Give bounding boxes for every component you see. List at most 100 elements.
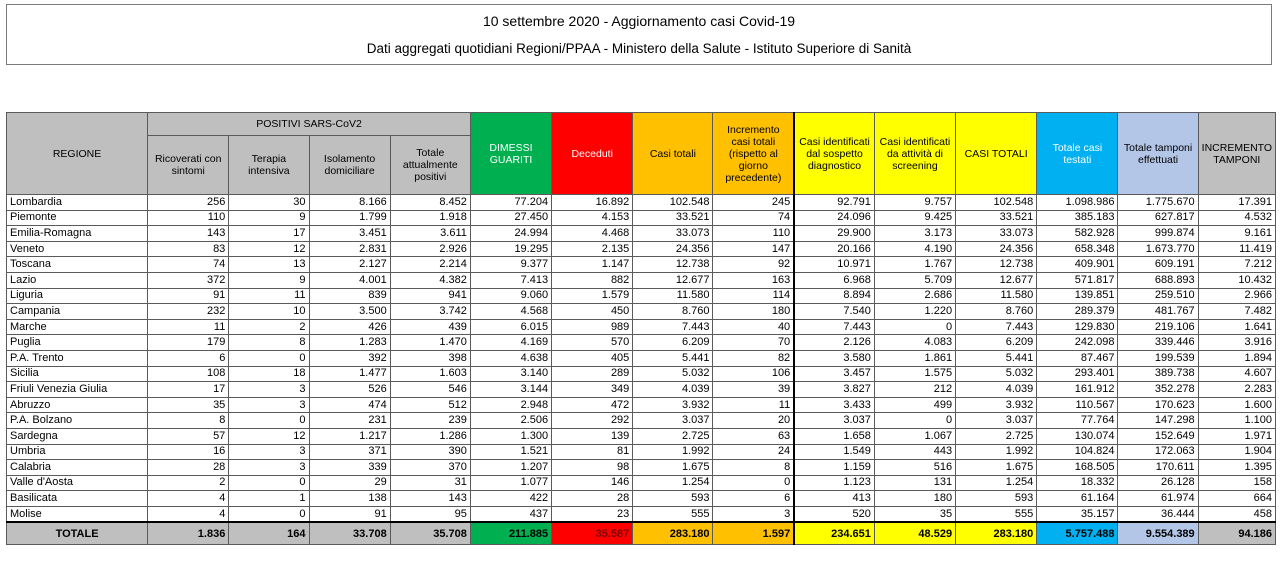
cell-value: 9.161: [1197, 225, 1277, 242]
cell-regione: P.A. Trento: [5, 349, 149, 367]
cell-value: 40: [712, 318, 795, 336]
cell-value: 458: [1197, 505, 1277, 523]
cell-value: 180: [873, 490, 957, 507]
cell-value: 74: [147, 256, 230, 273]
cell-value: 9.060: [469, 287, 553, 305]
cell-value: 1.470: [389, 334, 471, 351]
cell-value: 8.894: [793, 287, 875, 305]
cell-value: 474: [308, 396, 391, 414]
cell-value: 131: [873, 474, 957, 492]
total-value: 5.757.488: [1036, 521, 1119, 546]
cell-value: 3: [228, 443, 310, 461]
cell-value: 409.901: [1036, 256, 1119, 273]
cell-regione: Emilia-Romagna: [5, 225, 149, 242]
cell-value: 8.760: [955, 303, 1038, 320]
cell-value: 413: [793, 490, 875, 507]
cell-value: 8: [228, 334, 310, 351]
cell-value: 7.443: [955, 318, 1038, 336]
cell-value: 999.874: [1117, 225, 1199, 242]
cell-value: 179: [147, 334, 230, 351]
cell-value: 7.482: [1197, 303, 1277, 320]
cell-value: 102.548: [632, 194, 714, 211]
cell-value: 35: [873, 505, 957, 523]
cell-value: 4.190: [873, 240, 957, 258]
cell-value: 352.278: [1117, 381, 1199, 398]
cell-value: 35: [147, 396, 230, 414]
cell-value: 555: [632, 505, 714, 523]
cell-value: 1.300: [469, 427, 553, 445]
cell-value: 63: [712, 427, 795, 445]
cell-value: 3.932: [632, 396, 714, 414]
cell-value: 499: [873, 396, 957, 414]
total-value: 234.651: [793, 521, 875, 546]
cell-value: 0: [873, 412, 957, 429]
cell-value: 231: [308, 412, 391, 429]
cell-value: 1.254: [632, 474, 714, 492]
cell-value: 10.971: [793, 256, 875, 273]
cell-value: 941: [389, 287, 471, 305]
cell-value: 0: [228, 505, 310, 523]
cell-value: 4.382: [389, 271, 471, 289]
cell-value: 170.623: [1117, 396, 1199, 414]
total-value: 33.708: [308, 521, 391, 546]
cell-value: 1.641: [1197, 318, 1277, 336]
cell-value: 3.037: [632, 412, 714, 429]
table-row: Lazio 372 9 4.001 4.382 7.413 882 12.677 163 6.96…: [5, 271, 1277, 289]
report-header: 10 settembre 2020 - Aggiornamento casi C…: [6, 4, 1272, 65]
cell-value: 3.500: [308, 303, 391, 320]
table-row: Calabria 28 3 339 370 1.207 98 1.675 8 1.159 516 1.…: [5, 459, 1277, 476]
header-dimessi: DIMESSI GUARITI: [469, 112, 553, 195]
cell-value: 3.916: [1197, 334, 1277, 351]
cell-value: 16.892: [551, 194, 634, 211]
cell-value: 24: [712, 443, 795, 461]
cell-value: 405: [551, 349, 634, 367]
cell-value: 12.677: [632, 271, 714, 289]
cell-value: 1.673.770: [1117, 240, 1199, 258]
cell-value: 6.209: [632, 334, 714, 351]
cell-value: 11.419: [1197, 240, 1277, 258]
cell-value: 2.948: [469, 396, 553, 414]
total-value: 283.180: [632, 521, 714, 546]
header-tamponi: Totale tamponi effettuati: [1117, 112, 1199, 195]
cell-value: 98: [551, 459, 634, 476]
cell-value: 1.992: [955, 443, 1038, 461]
cell-value: 4.039: [632, 381, 714, 398]
cell-value: 11: [147, 318, 230, 336]
cell-regione: Campania: [5, 303, 149, 320]
cell-value: 12: [228, 427, 310, 445]
cell-value: 35.157: [1036, 505, 1119, 523]
cell-value: 422: [469, 490, 553, 507]
cell-value: 4.607: [1197, 365, 1277, 383]
cell-value: 8.166: [308, 194, 391, 211]
cell-value: 1.549: [793, 443, 875, 461]
cell-value: 546: [389, 381, 471, 398]
cell-value: 1.600: [1197, 396, 1277, 414]
cell-value: 609.191: [1117, 256, 1199, 273]
cell-value: 26.128: [1117, 474, 1199, 492]
cell-value: 108: [147, 365, 230, 383]
cell-value: 17: [228, 225, 310, 242]
cell-value: 570: [551, 334, 634, 351]
cell-value: 392: [308, 349, 391, 367]
header-incremento-casi: Incremento casi totali (rispetto al gior…: [712, 112, 795, 195]
header-totale-positivi: Totale attualmente positivi: [389, 135, 471, 195]
cell-value: 582.928: [1036, 225, 1119, 242]
cell-value: 2.725: [955, 427, 1038, 445]
cell-value: 91: [308, 505, 391, 523]
cell-value: 10.432: [1197, 271, 1277, 289]
cell-value: 87.467: [1036, 349, 1119, 367]
cell-value: 242.098: [1036, 334, 1119, 351]
cell-value: 102.548: [955, 194, 1038, 211]
cell-value: 158: [1197, 474, 1277, 492]
cell-value: 1.220: [873, 303, 957, 320]
cell-value: 450: [551, 303, 634, 320]
cell-value: 593: [632, 490, 714, 507]
table-row: P.A. Bolzano 8 0 231 239 2.506 292 3.037 20 3.037…: [5, 412, 1277, 429]
cell-value: 339.446: [1117, 334, 1199, 351]
cell-value: 9.757: [873, 194, 957, 211]
cell-value: 439: [389, 318, 471, 336]
cell-value: 555: [955, 505, 1038, 523]
cell-value: 443: [873, 443, 957, 461]
cell-value: 39: [712, 381, 795, 398]
cell-value: 7.212: [1197, 256, 1277, 273]
